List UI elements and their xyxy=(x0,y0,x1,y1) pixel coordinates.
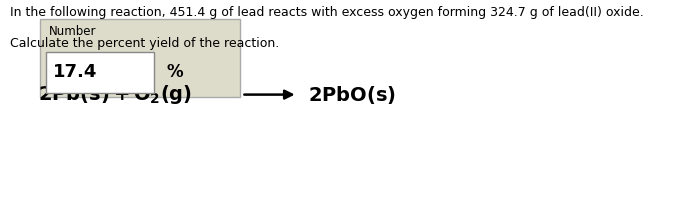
Text: Number: Number xyxy=(48,25,96,38)
Text: $\mathbf{2Pb(s)+O_2(g)}$: $\mathbf{2Pb(s)+O_2(g)}$ xyxy=(38,83,193,106)
Text: In the following reaction, 451.4 g of lead reacts with excess oxygen forming 324: In the following reaction, 451.4 g of le… xyxy=(10,6,643,19)
Text: Calculate the percent yield of the reaction.: Calculate the percent yield of the react… xyxy=(10,37,279,49)
FancyBboxPatch shape xyxy=(46,52,154,93)
Text: 17.4: 17.4 xyxy=(52,63,97,81)
FancyBboxPatch shape xyxy=(40,19,240,97)
Text: $\mathbf{2PbO(s)}$: $\mathbf{2PbO(s)}$ xyxy=(308,84,396,106)
Text: %: % xyxy=(167,63,183,81)
